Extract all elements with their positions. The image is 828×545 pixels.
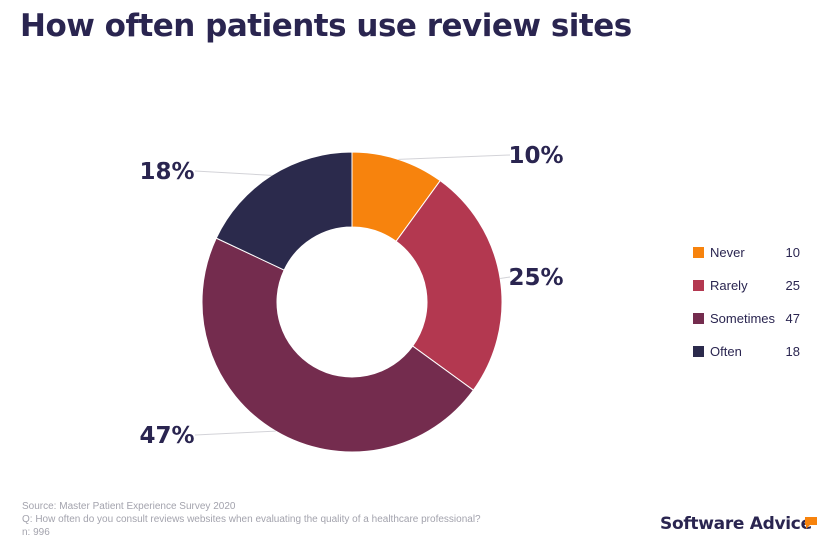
- data-label-rarely: 25%: [508, 265, 563, 291]
- sample-size-note: n: 996: [22, 527, 50, 538]
- data-label-often: 18%: [139, 159, 194, 185]
- source-note: Source: Master Patient Experience Survey…: [22, 501, 236, 512]
- software-advice-logo: Software Advice: [660, 514, 812, 534]
- legend-label-rarely: Rarely: [710, 277, 748, 293]
- legend-swatch-never: [693, 246, 704, 258]
- legend-swatch-rarely: [693, 279, 704, 291]
- legend-label-often: Often: [710, 343, 742, 359]
- data-label-sometimes: 47%: [139, 423, 194, 449]
- slice-often: [215, 151, 353, 271]
- data-label-never: 10%: [508, 143, 563, 169]
- legend-label-sometimes: Sometimes: [710, 310, 776, 326]
- legend-label-never: Never: [710, 244, 745, 260]
- leader-line-never: [398, 154, 511, 160]
- leader-line-sometimes: [194, 430, 276, 436]
- legend-value-rarely: 25: [785, 277, 800, 293]
- legend-item-sometimes: Sometimes 47: [693, 310, 800, 326]
- legend-value-never: 10: [785, 244, 800, 260]
- question-note: Q: How often do you consult reviews webs…: [22, 514, 481, 525]
- speech-bubble-icon: [805, 517, 817, 529]
- slice-sometimes: [201, 237, 475, 453]
- chart-legend: Never 10 Rarely 25 Sometimes 47 Often 18: [693, 244, 800, 376]
- legend-value-sometimes: 47: [785, 310, 800, 326]
- legend-item-never: Never 10: [693, 244, 800, 260]
- legend-item-often: Often 18: [693, 343, 800, 359]
- legend-swatch-often: [693, 345, 704, 357]
- leader-line-rarely: [500, 276, 511, 280]
- leader-line-often: [194, 170, 272, 176]
- legend-item-rarely: Rarely 25: [693, 277, 800, 293]
- legend-value-often: 18: [785, 343, 800, 359]
- chart-footer: Source: Master Patient Experience Survey…: [22, 500, 481, 539]
- slice-rarely: [395, 179, 503, 391]
- legend-swatch-sometimes: [693, 312, 704, 324]
- chart-title: How often patients use review sites: [20, 8, 632, 44]
